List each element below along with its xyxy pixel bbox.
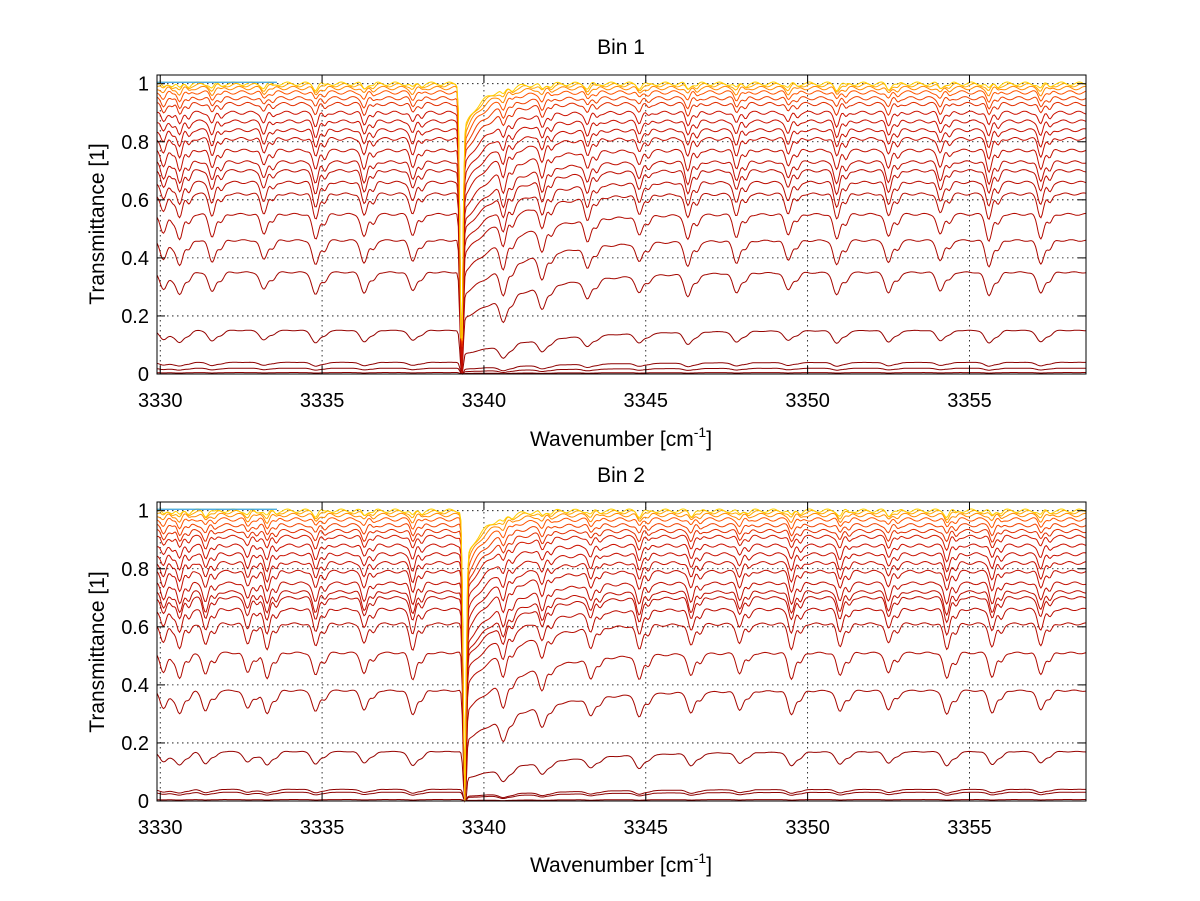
ticks: 3330 3335 3340 3345 3350 3355 0 0.2 0.4 0.6 0.8 1 xyxy=(121,501,1086,839)
series-line xyxy=(156,367,1086,375)
y-tick-label: 1 xyxy=(138,74,149,96)
x-axis-label-end: ] xyxy=(706,854,712,877)
x-tick-label: 3355 xyxy=(947,390,992,412)
series-line xyxy=(156,96,1087,344)
svg-text:Wavenumber [cm-1]: Wavenumber [cm-1] xyxy=(530,850,712,877)
series-line xyxy=(156,517,1087,802)
y-tick-label: 0 xyxy=(138,364,149,386)
x-tick-label: 3350 xyxy=(785,390,830,412)
series-line xyxy=(156,271,1087,375)
y-tick-label: 0.6 xyxy=(121,190,149,212)
series-line xyxy=(156,622,1087,802)
series-line xyxy=(156,160,1087,372)
series-line xyxy=(156,750,1087,803)
series-line xyxy=(156,569,1087,802)
series-line xyxy=(156,85,1086,341)
x-axis-label-text: Wavenumber [cm xyxy=(530,854,694,877)
x-axis-label: Wavenumber [cm-1] xyxy=(530,850,712,877)
subplot-bin-1: Bin 1 3330 3335 3340 3345 3350 3355 0 0.2 0.4 0.6… xyxy=(86,36,1087,451)
series-line xyxy=(156,590,1087,802)
x-tick-label: 3345 xyxy=(624,817,669,839)
series-line xyxy=(156,581,1087,802)
x-tick-label: 3340 xyxy=(462,817,507,839)
y-tick-label: 0.2 xyxy=(121,733,149,755)
y-tick-label: 0.8 xyxy=(121,132,149,154)
axes-box xyxy=(156,501,1087,802)
x-axis-label-superscript: -1 xyxy=(694,850,707,866)
x-axis-label-text: Wavenumber [cm xyxy=(530,428,694,451)
axes-box xyxy=(156,74,1087,375)
series-line xyxy=(156,791,1086,802)
y-tick-label: 0.6 xyxy=(121,617,149,639)
series-line xyxy=(156,512,1086,802)
subplot-title: Bin 1 xyxy=(597,36,645,59)
series-line xyxy=(156,528,1087,802)
series-line xyxy=(156,596,1087,802)
series-line xyxy=(156,136,1087,365)
series-line xyxy=(157,372,1086,375)
series-line xyxy=(156,523,1087,802)
x-tick-label: 3350 xyxy=(785,817,830,839)
series-line xyxy=(156,329,1086,375)
series-line xyxy=(156,148,1087,369)
y-axis-label: Transmittance [1] xyxy=(86,143,109,304)
series-line xyxy=(156,101,1087,347)
series-line xyxy=(156,689,1087,802)
y-tick-label: 0.2 xyxy=(121,306,149,328)
x-tick-label: 3335 xyxy=(300,390,345,412)
series-line xyxy=(156,180,1087,375)
svg-text:Wavenumber [cm-1]: Wavenumber [cm-1] xyxy=(530,424,712,451)
x-tick-label: 3345 xyxy=(624,390,669,412)
series-line xyxy=(156,508,1087,802)
series-line xyxy=(156,128,1087,363)
series-line xyxy=(156,788,1086,802)
series-line xyxy=(156,607,1087,802)
series-line xyxy=(156,361,1086,375)
subplot-bin-2: Bin 2 3330 3335 3340 3345 3350 3355 0 0.2 0.4 0.6… xyxy=(86,464,1087,877)
x-tick-label: 3335 xyxy=(300,817,345,839)
series-line xyxy=(156,169,1087,375)
ticks: 3330 3335 3340 3345 3350 3355 0 0.2 0.4 0.6 0.8 1 xyxy=(121,74,1086,412)
y-tick-label: 0.4 xyxy=(121,675,149,697)
x-tick-label: 3330 xyxy=(138,817,183,839)
subplot-title: Bin 2 xyxy=(597,464,645,487)
series-line xyxy=(156,651,1087,802)
series-group xyxy=(156,508,1087,803)
x-axis-label: Wavenumber [cm-1] xyxy=(530,424,712,451)
series-line xyxy=(156,560,1087,802)
series-line xyxy=(157,110,1087,353)
series-line xyxy=(156,119,1087,359)
series-line xyxy=(156,90,1087,342)
x-tick-label: 3355 xyxy=(947,817,992,839)
series-line xyxy=(156,192,1087,375)
series-line xyxy=(156,212,1087,375)
x-axis-label-end: ] xyxy=(706,428,712,451)
y-tick-label: 0 xyxy=(138,791,149,813)
series-line xyxy=(156,552,1087,802)
y-tick-label: 1 xyxy=(138,501,149,523)
x-tick-label: 3330 xyxy=(138,390,183,412)
y-tick-label: 0.8 xyxy=(121,559,149,581)
x-tick-label: 3340 xyxy=(462,390,507,412)
series-group xyxy=(156,81,1087,375)
series-line xyxy=(157,799,1086,802)
series-line xyxy=(157,543,1087,802)
y-axis-label: Transmittance [1] xyxy=(86,571,109,732)
y-tick-label: 0.4 xyxy=(121,248,149,270)
series-line xyxy=(156,81,1087,339)
series-line xyxy=(156,239,1087,375)
series-line xyxy=(156,534,1087,802)
x-axis-label-superscript: -1 xyxy=(694,424,707,440)
